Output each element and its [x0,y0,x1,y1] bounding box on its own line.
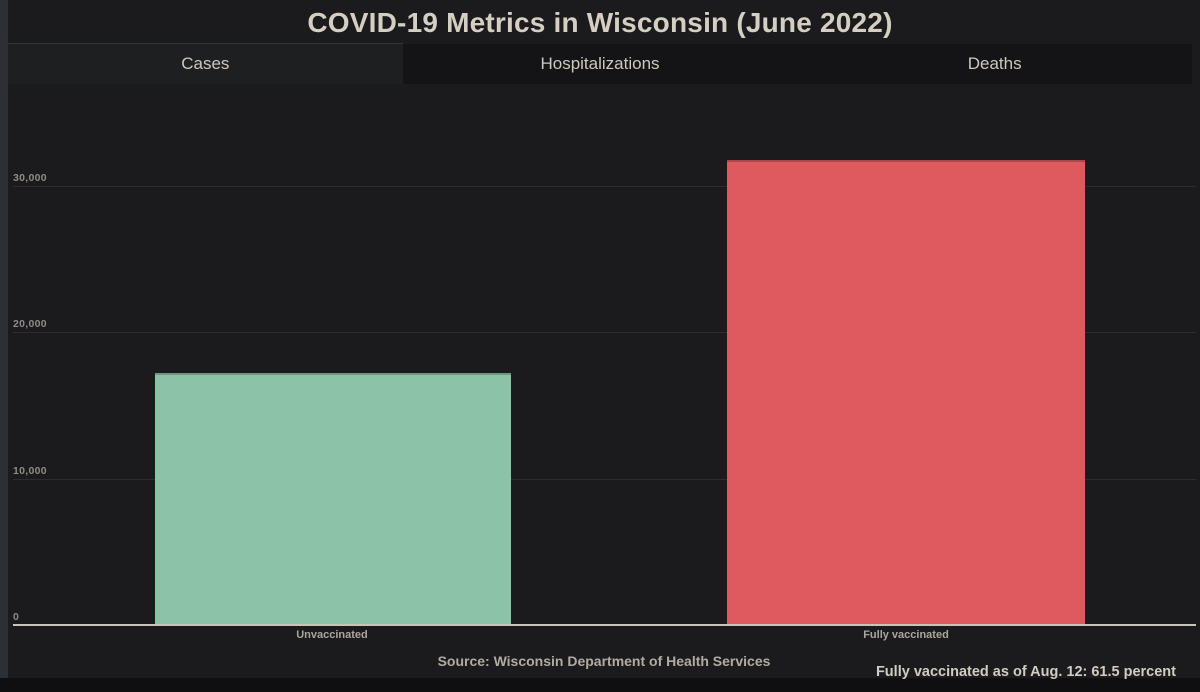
tab-cases[interactable]: Cases [8,43,403,84]
x-label-fully-vaccinated: Fully vaccinated [863,629,949,641]
y-tick-label-20000: 20,000 [13,318,47,330]
source-note: Source: Wisconsin Department of Health S… [437,653,771,669]
x-label-unvaccinated: Unvaccinated [296,629,368,641]
x-axis-line [13,624,1196,626]
vaccination-note: Fully vaccinated as of Aug. 12: 61.5 per… [875,664,1176,680]
bar-fully-vaccinated[interactable] [727,160,1085,625]
tab-deaths[interactable]: Deaths [797,44,1193,84]
y-tick-label-30000: 30,000 [13,172,47,184]
tab-hospitalizations[interactable]: Hospitalizations [402,44,798,84]
chart-title: COVID-19 Metrics in Wisconsin (June 2022… [307,7,893,38]
metric-tabs: Cases Hospitalizations Deaths [8,43,1193,84]
left-edge-strip [0,0,8,692]
bottom-strip [0,678,1200,692]
y-tick-label-10000: 10,000 [13,465,47,477]
gridline-30000 [13,186,1196,187]
y-tick-label-0: 0 [13,611,20,623]
bar-unvaccinated[interactable] [155,373,511,625]
gridline-20000 [13,332,1196,333]
gridline-10000 [13,479,1196,480]
